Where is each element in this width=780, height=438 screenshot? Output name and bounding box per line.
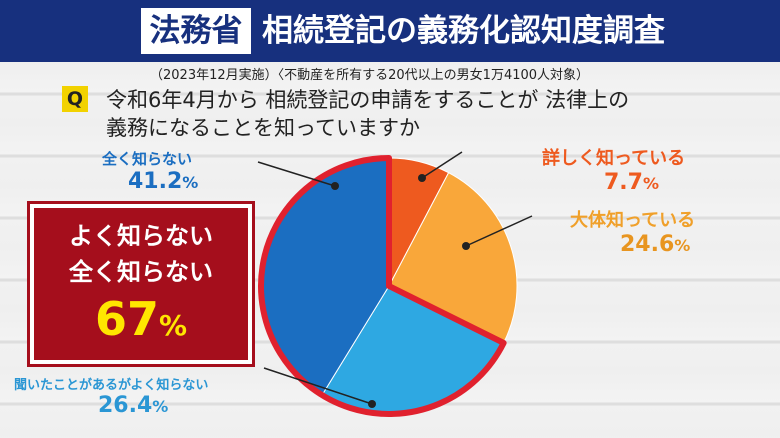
- label-heard-name: 聞いたことがあるがよく知らない: [14, 378, 209, 393]
- label-detailed-name: 詳しく知っている: [542, 148, 686, 169]
- label-detailed: 詳しく知っている 7.7%: [542, 144, 685, 195]
- label-roughly-unit: %: [674, 236, 691, 255]
- question-badge: Q: [62, 86, 88, 112]
- label-roughly: 大体知っている 24.6%: [570, 206, 695, 257]
- label-detailed-unit: %: [642, 174, 660, 193]
- leader-dot-detailed: [418, 174, 426, 182]
- label-roughly-name: 大体知っている: [570, 210, 696, 231]
- ministry-badge: 法務省: [141, 8, 251, 54]
- label-none-name: 全く知らない: [102, 150, 193, 168]
- leader-dot-none: [331, 182, 339, 190]
- leader-dot-roughly: [462, 242, 470, 250]
- header-bar: 法務省 相続登記の義務化認知度調査: [0, 0, 780, 62]
- leader-line-roughly: [465, 215, 533, 247]
- page-title: 相続登記の義務化認知度調査: [262, 13, 665, 49]
- label-roughly-value: 24.6: [620, 232, 675, 257]
- highlight-callout: よく知らない 全く知らない 67%: [30, 204, 252, 364]
- callout-line-1: よく知らない: [69, 222, 213, 250]
- question-line-2: 義務になることを知っていますか: [106, 116, 420, 140]
- leader-line-none: [257, 161, 336, 187]
- label-heard-unit: %: [152, 397, 169, 416]
- leader-dot-heard: [368, 400, 376, 408]
- label-heard: 聞いたことがあるがよく知らない 26.4%: [14, 374, 208, 418]
- label-heard-value: 26.4: [98, 393, 153, 418]
- label-detailed-value: 7.7: [604, 170, 643, 195]
- label-none-unit: %: [182, 173, 199, 192]
- label-none: 全く知らない 41.2%: [102, 148, 198, 194]
- survey-subtitle: （2023年12月実施）〈不動産を所有する20代以上の男女1万4100人対象）: [150, 68, 590, 83]
- callout-value: 67: [94, 292, 159, 346]
- callout-unit: %: [158, 309, 188, 342]
- label-none-value: 41.2: [128, 169, 183, 194]
- highlight-border: [258, 155, 507, 417]
- question-line-1: 令和6年4月から 相続登記の申請をすることが 法律上の: [106, 88, 630, 112]
- leader-line-heard: [263, 367, 373, 405]
- leader-line-detailed: [421, 151, 463, 179]
- callout-line-2: 全く知らない: [69, 258, 213, 286]
